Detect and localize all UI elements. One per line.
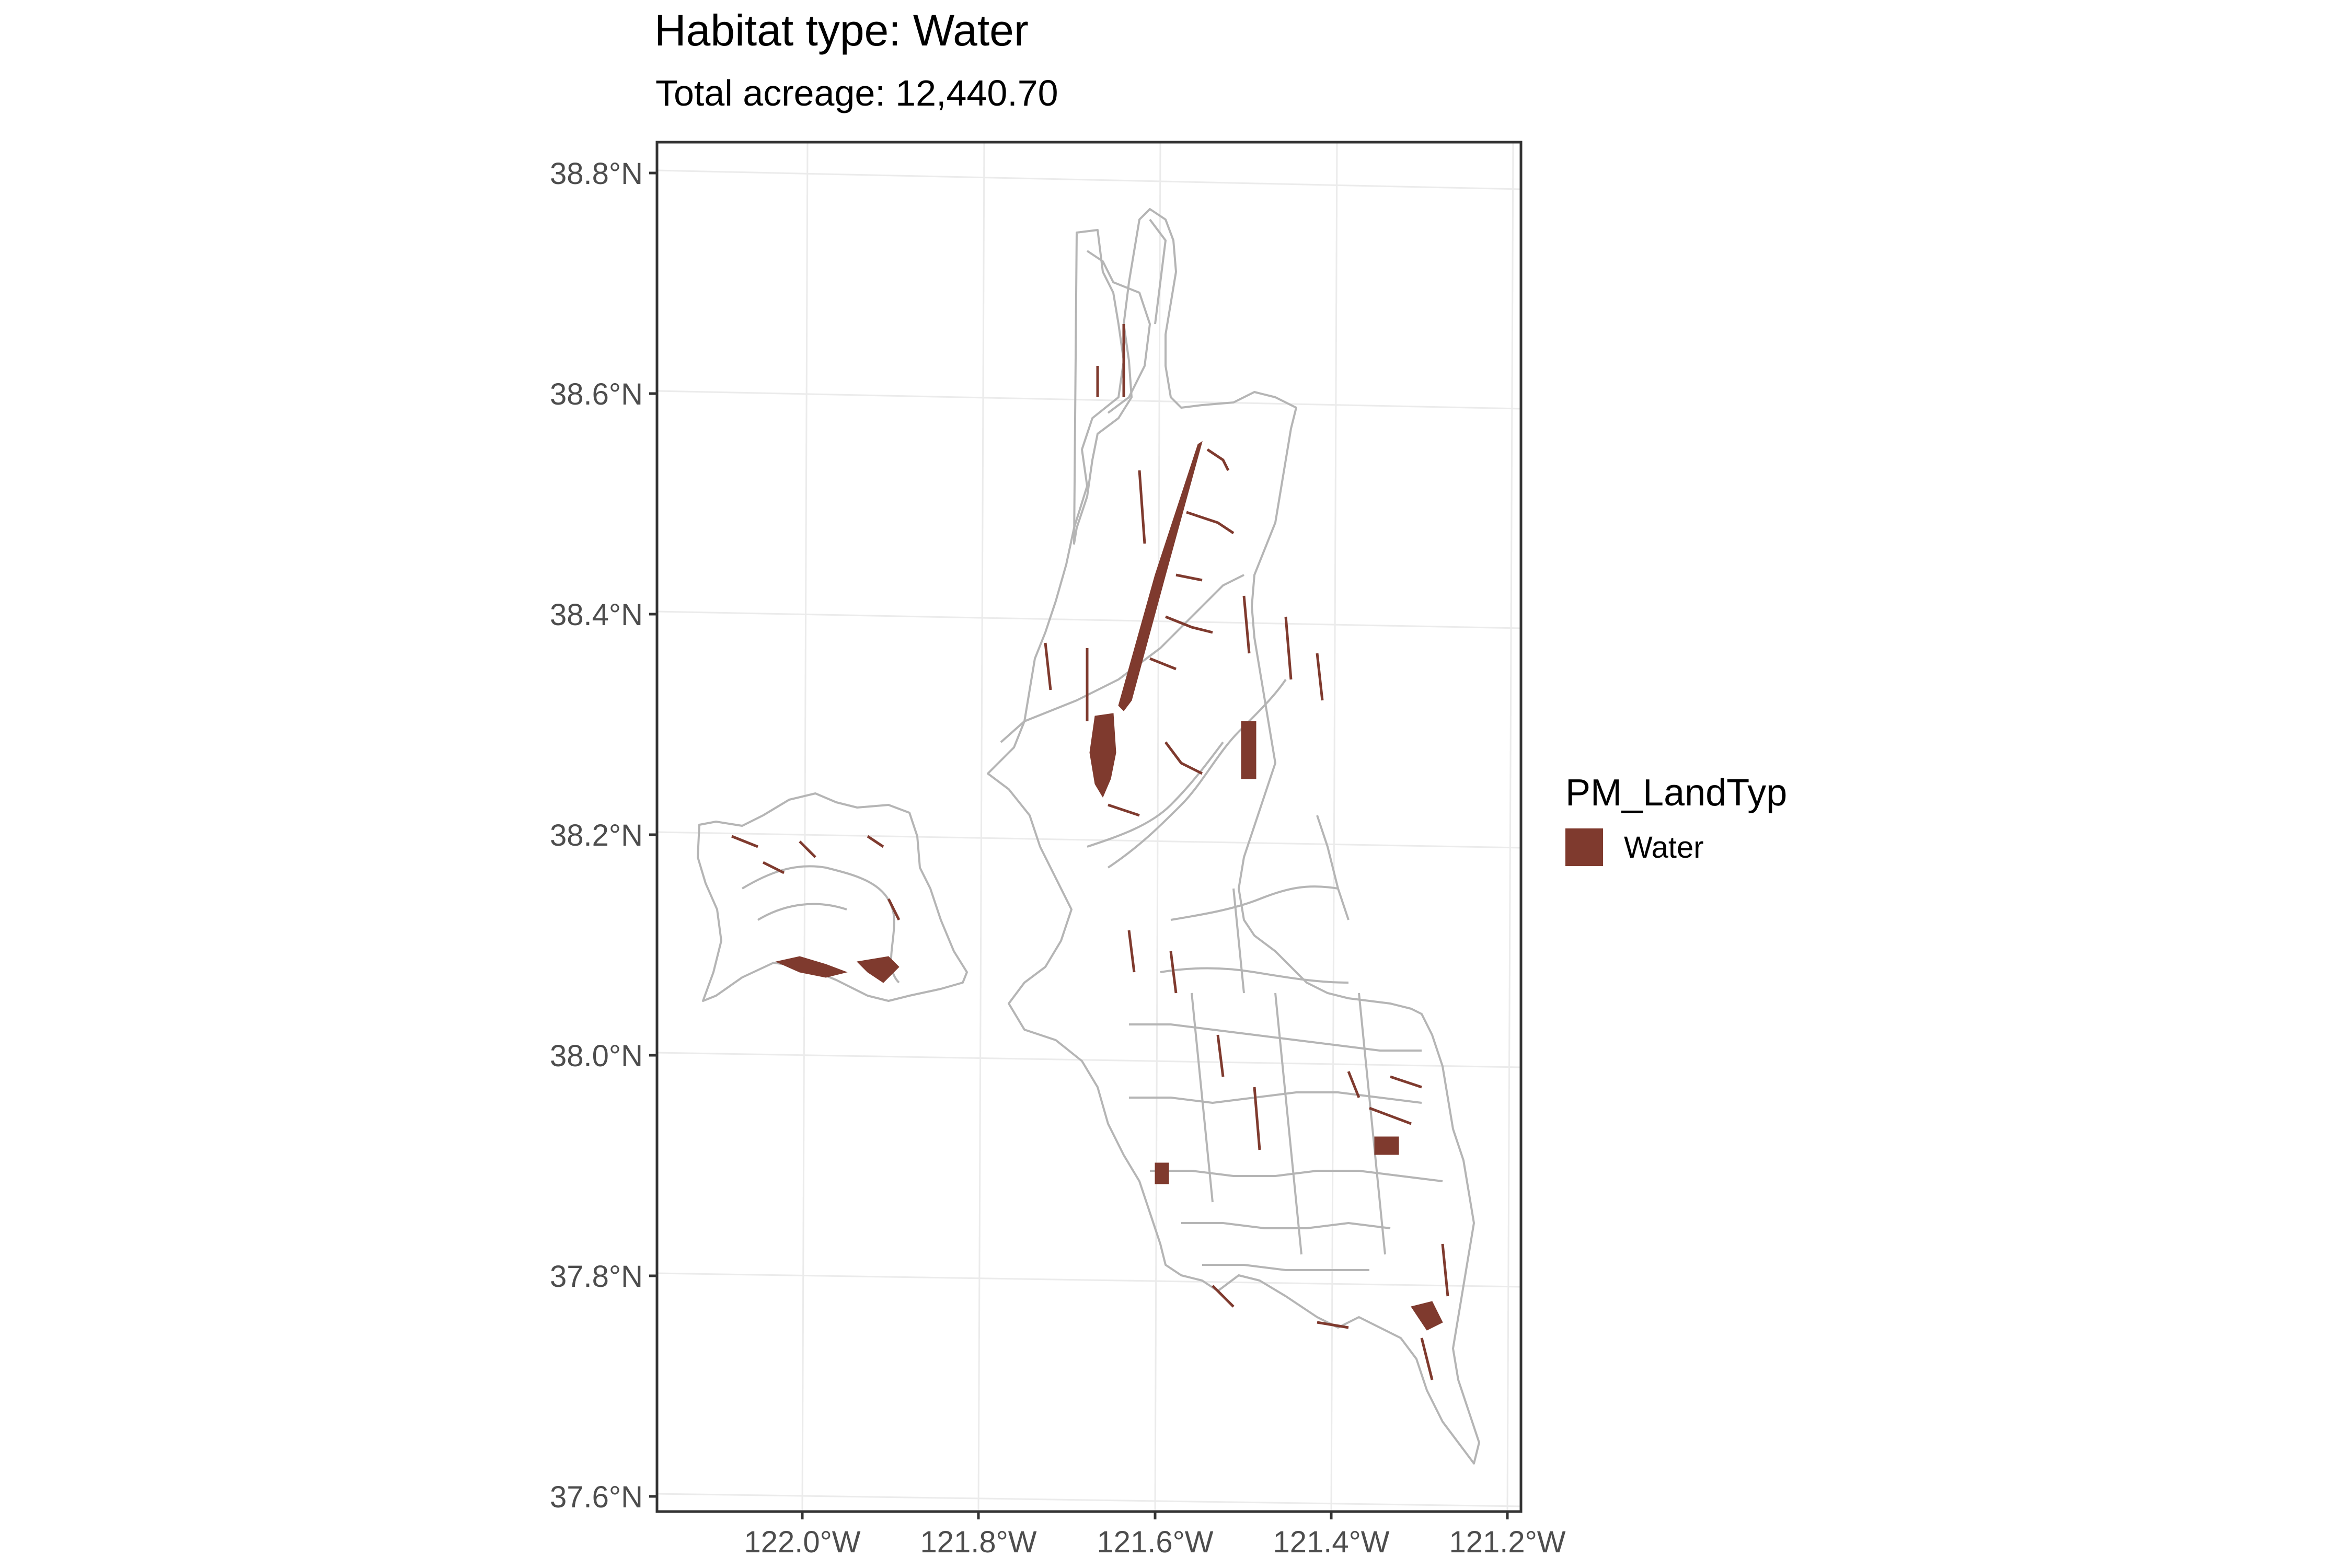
parcel-line-3 xyxy=(1150,1170,1443,1182)
x-tick-label: 121.8°W xyxy=(920,1525,1036,1559)
slough-line-2 xyxy=(1107,678,1287,869)
graticule xyxy=(656,142,1521,1512)
delta-pond-4 xyxy=(1241,721,1256,779)
panel-border xyxy=(655,141,1523,1513)
grid-line-lon-122-0 xyxy=(801,142,809,1512)
water-channels xyxy=(731,324,1449,1380)
parcel-line-7 xyxy=(1274,993,1302,1255)
y-tick-label: 37.6°N xyxy=(550,1480,643,1514)
legend: PM_LandTyp Water xyxy=(1565,772,1788,867)
y-tick-label: 38.6°N xyxy=(550,377,643,411)
y-tick-label: 37.8°N xyxy=(550,1260,643,1294)
legend-title: PM_LandTyp xyxy=(1565,772,1788,814)
x-tick-label: 121.6°W xyxy=(1097,1525,1213,1559)
map-title: Habitat type: Water xyxy=(654,6,1029,55)
grid-line-lat-38-8 xyxy=(656,169,1521,190)
grid-line-lon-121-2 xyxy=(1506,142,1514,1512)
grid-line-lat-38-4 xyxy=(656,610,1521,629)
grid-line-lat-37-6 xyxy=(656,1493,1521,1507)
parcel-line-5 xyxy=(1202,1264,1369,1271)
slough-line-4 xyxy=(1170,885,1339,921)
parcel-line-4 xyxy=(1181,1222,1391,1229)
x-axis-ticks xyxy=(801,1512,1509,1519)
sacramento-river-north xyxy=(1149,218,1167,325)
grid-line-lon-121-8 xyxy=(977,142,985,1512)
suisun-marsh-outline xyxy=(697,792,968,1002)
suisun-slough-2 xyxy=(757,903,847,921)
y-axis-labels: 38.8°N 38.6°N 38.4°N 38.2°N 38.0°N 37.8°… xyxy=(550,157,643,1514)
y-tick-label: 38.4°N xyxy=(550,598,643,632)
water-features xyxy=(731,324,1449,1380)
yolo-pond xyxy=(1089,713,1116,798)
y-tick-label: 38.0°N xyxy=(550,1039,643,1073)
legend-label-water: Water xyxy=(1624,830,1704,864)
deep-water-ship-channel xyxy=(1118,441,1203,711)
y-axis-ticks xyxy=(649,171,657,1498)
grid-line-lat-38-6 xyxy=(656,390,1521,410)
grid-line-lat-38-2 xyxy=(656,831,1521,849)
map-panel xyxy=(657,142,1521,1512)
suisun-pond-1 xyxy=(775,956,848,978)
map-subtitle: Total acreage: 12,440.70 xyxy=(655,73,1058,113)
legend-key-water xyxy=(1565,828,1603,867)
grid-line-lat-38-0 xyxy=(656,1052,1521,1068)
legend-item-water: Water xyxy=(1565,828,1787,867)
parcel-line-1 xyxy=(1129,1023,1422,1052)
parcel-line-6 xyxy=(1191,993,1214,1203)
y-tick-label: 38.2°N xyxy=(550,818,643,852)
yolo-bypass-edge xyxy=(1086,250,1151,414)
suisun-pond-2 xyxy=(856,956,900,983)
slough-line-3 xyxy=(1087,741,1224,848)
parcel-line-10 xyxy=(1316,815,1350,920)
x-tick-label: 121.2°W xyxy=(1449,1525,1565,1559)
y-tick-label: 38.8°N xyxy=(550,157,643,191)
x-tick-label: 121.4°W xyxy=(1273,1525,1389,1559)
slough-line-5 xyxy=(1160,967,1349,984)
delta-pond-1 xyxy=(1374,1136,1399,1155)
x-axis-labels: 122.0°W 121.8°W 121.6°W 121.4°W 121.2°W xyxy=(744,1525,1565,1559)
parcel-line-2 xyxy=(1129,1091,1422,1104)
parcel-line-9 xyxy=(1232,888,1245,994)
delta-outline xyxy=(987,208,1480,1465)
parcel-line-8 xyxy=(1358,993,1386,1255)
grid-line-lat-37-8 xyxy=(656,1272,1521,1288)
x-tick-label: 122.0°W xyxy=(744,1525,860,1559)
delta-pond-2 xyxy=(1155,1162,1169,1184)
delta-pond-3 xyxy=(1411,1301,1443,1331)
